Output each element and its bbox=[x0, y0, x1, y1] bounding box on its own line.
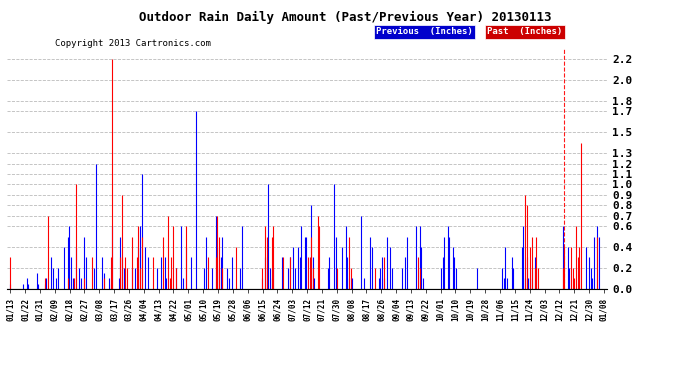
Text: Past  (Inches): Past (Inches) bbox=[487, 27, 562, 36]
Text: Copyright 2013 Cartronics.com: Copyright 2013 Cartronics.com bbox=[55, 39, 211, 48]
Text: Outdoor Rain Daily Amount (Past/Previous Year) 20130113: Outdoor Rain Daily Amount (Past/Previous… bbox=[139, 11, 551, 24]
Text: Previous  (Inches): Previous (Inches) bbox=[376, 27, 473, 36]
